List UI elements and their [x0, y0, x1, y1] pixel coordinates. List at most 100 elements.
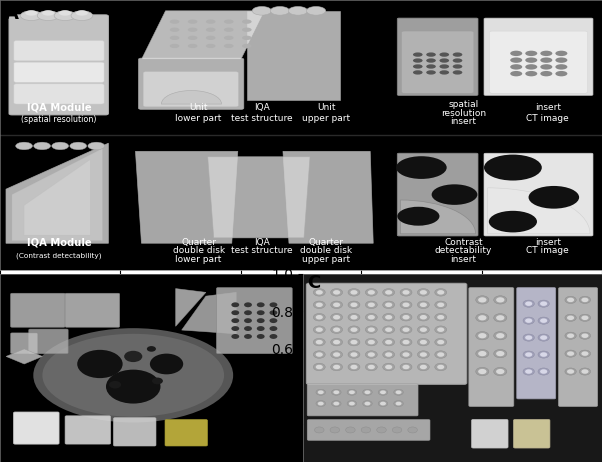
Circle shape — [523, 334, 535, 341]
Circle shape — [579, 296, 591, 304]
Circle shape — [313, 301, 325, 309]
Circle shape — [453, 70, 462, 74]
Circle shape — [348, 313, 360, 321]
Circle shape — [206, 36, 216, 40]
Circle shape — [270, 310, 278, 315]
Circle shape — [403, 290, 409, 295]
Circle shape — [313, 289, 325, 296]
Text: Contrast: Contrast — [444, 238, 483, 247]
Circle shape — [453, 58, 462, 63]
FancyBboxPatch shape — [559, 288, 598, 407]
Text: upper part: upper part — [302, 114, 350, 123]
Circle shape — [314, 427, 324, 433]
Circle shape — [435, 326, 447, 334]
FancyBboxPatch shape — [514, 419, 550, 448]
Circle shape — [403, 340, 409, 344]
Circle shape — [231, 310, 239, 315]
Circle shape — [348, 326, 360, 334]
Text: insert: insert — [450, 255, 477, 263]
Circle shape — [368, 340, 375, 344]
Circle shape — [540, 318, 547, 323]
Circle shape — [170, 44, 179, 48]
Circle shape — [496, 351, 504, 356]
Text: CT image: CT image — [526, 246, 569, 255]
Circle shape — [400, 363, 412, 371]
Circle shape — [565, 296, 576, 304]
Circle shape — [365, 301, 377, 309]
Circle shape — [400, 289, 412, 296]
Circle shape — [478, 369, 486, 374]
FancyBboxPatch shape — [217, 288, 292, 353]
Circle shape — [541, 51, 552, 56]
FancyBboxPatch shape — [469, 288, 514, 407]
Circle shape — [364, 401, 370, 406]
Circle shape — [567, 352, 574, 356]
Circle shape — [383, 313, 395, 321]
Circle shape — [435, 301, 447, 309]
Circle shape — [567, 298, 574, 302]
Circle shape — [362, 401, 372, 407]
Circle shape — [538, 300, 550, 307]
Circle shape — [365, 338, 377, 346]
FancyBboxPatch shape — [402, 31, 474, 93]
Circle shape — [494, 367, 507, 376]
Circle shape — [152, 377, 163, 384]
Circle shape — [400, 326, 412, 334]
Text: double disk: double disk — [300, 246, 352, 255]
Circle shape — [400, 338, 412, 346]
Circle shape — [54, 11, 76, 20]
Circle shape — [224, 19, 234, 24]
Circle shape — [330, 326, 343, 334]
Circle shape — [494, 296, 507, 304]
FancyBboxPatch shape — [11, 293, 65, 327]
FancyBboxPatch shape — [307, 419, 430, 440]
Circle shape — [244, 334, 252, 339]
FancyBboxPatch shape — [165, 419, 208, 446]
Circle shape — [385, 290, 393, 295]
Circle shape — [400, 351, 412, 359]
Circle shape — [37, 11, 59, 20]
Circle shape — [350, 303, 358, 307]
Circle shape — [350, 365, 358, 369]
Circle shape — [403, 315, 409, 320]
Circle shape — [378, 401, 388, 407]
Circle shape — [368, 353, 375, 357]
Circle shape — [224, 28, 234, 32]
Circle shape — [385, 340, 393, 344]
Text: (spatial resolution): (spatial resolution) — [21, 116, 97, 124]
FancyBboxPatch shape — [471, 419, 508, 448]
Circle shape — [244, 318, 252, 323]
Circle shape — [315, 365, 323, 369]
Circle shape — [385, 315, 393, 320]
Circle shape — [400, 301, 412, 309]
Polygon shape — [247, 11, 340, 100]
Circle shape — [525, 71, 537, 76]
Circle shape — [378, 389, 388, 395]
Circle shape — [565, 350, 576, 357]
Circle shape — [417, 338, 429, 346]
Circle shape — [270, 6, 290, 15]
Circle shape — [330, 313, 343, 321]
Circle shape — [525, 301, 532, 306]
Text: test structure: test structure — [231, 114, 293, 123]
FancyBboxPatch shape — [307, 384, 418, 416]
Circle shape — [496, 297, 504, 303]
FancyBboxPatch shape — [517, 288, 556, 399]
Circle shape — [380, 401, 386, 406]
Text: IQA Module: IQA Module — [26, 102, 92, 112]
Polygon shape — [6, 349, 42, 364]
Circle shape — [350, 315, 358, 320]
Circle shape — [315, 328, 323, 332]
Circle shape — [582, 316, 589, 320]
Circle shape — [556, 64, 567, 70]
Circle shape — [242, 19, 252, 24]
Circle shape — [579, 350, 591, 357]
Circle shape — [365, 313, 377, 321]
Circle shape — [52, 142, 69, 150]
Circle shape — [330, 351, 343, 359]
Text: resolution: resolution — [441, 109, 486, 117]
Circle shape — [333, 290, 340, 295]
Text: test structure: test structure — [231, 246, 293, 255]
Circle shape — [59, 10, 71, 16]
FancyBboxPatch shape — [138, 58, 244, 109]
